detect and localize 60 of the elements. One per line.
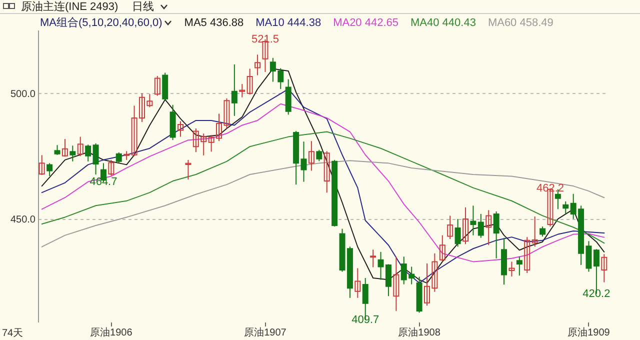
candlestick (116, 152, 122, 163)
candlestick (85, 144, 92, 162)
annotation: 420.2 (582, 288, 610, 300)
text: MA40 440.43 (410, 16, 476, 28)
y-tick-label: 500.0 (10, 88, 36, 100)
candlestick (508, 261, 515, 278)
candlestick (562, 200, 569, 214)
candlestick (70, 145, 76, 162)
candlestick (393, 256, 400, 312)
candlestick (178, 120, 184, 138)
candlestick (486, 210, 492, 246)
candlestick (478, 213, 484, 238)
candlestick (454, 218, 461, 248)
x-tick-label: 原油1909 (568, 326, 610, 338)
annotation: 462.2 (536, 182, 564, 194)
candlestick (239, 84, 246, 98)
x-tick-label: 原油1908 (398, 326, 441, 338)
candlestick (532, 216, 538, 248)
text: MA5 436.88 (184, 16, 244, 28)
candlestick (601, 254, 608, 283)
legend-title: MA组合(5,10,20,40,60,0) (40, 16, 162, 30)
line-series (41, 103, 605, 262)
candlestick (92, 142, 99, 175)
candlestick (354, 268, 361, 298)
candlestick (470, 205, 476, 236)
candlestick (231, 64, 238, 116)
candlestick (439, 234, 446, 262)
chart-subtitle: 日线 (132, 0, 154, 14)
candlestick (54, 144, 60, 156)
candlestick (516, 256, 522, 276)
candlestick (540, 226, 546, 238)
candlestick (38, 154, 45, 176)
text: 74天 (2, 327, 24, 340)
candlestick (447, 215, 454, 240)
text: MA60 458.49 (488, 16, 554, 28)
candlestick (524, 236, 530, 274)
chart-title: 原油主连(INE 2493) (21, 0, 118, 14)
text: MA20 442.65 (333, 16, 398, 28)
candlestick (493, 210, 500, 259)
candlestick (77, 136, 84, 157)
candlestick (370, 249, 376, 268)
candlestick (108, 159, 114, 176)
candlestick (316, 149, 322, 162)
y-tick-label: 450.0 (10, 214, 36, 226)
line-series (41, 160, 605, 248)
candlestick (246, 68, 253, 96)
text: MA10 444.38 (256, 16, 322, 28)
candlestick (162, 72, 168, 100)
candlestick (324, 150, 330, 194)
candlestick (46, 162, 53, 176)
candlestick (308, 140, 314, 172)
candlestick (462, 206, 468, 245)
candlestick (185, 159, 192, 180)
line-series (41, 131, 605, 244)
annotation: 409.7 (352, 314, 380, 326)
candlestick (154, 75, 160, 96)
x-tick-label: 原油1906 (90, 326, 133, 338)
x-tick-label: 原油1907 (244, 326, 287, 338)
candlestick (62, 138, 68, 158)
candlestick (254, 54, 261, 76)
